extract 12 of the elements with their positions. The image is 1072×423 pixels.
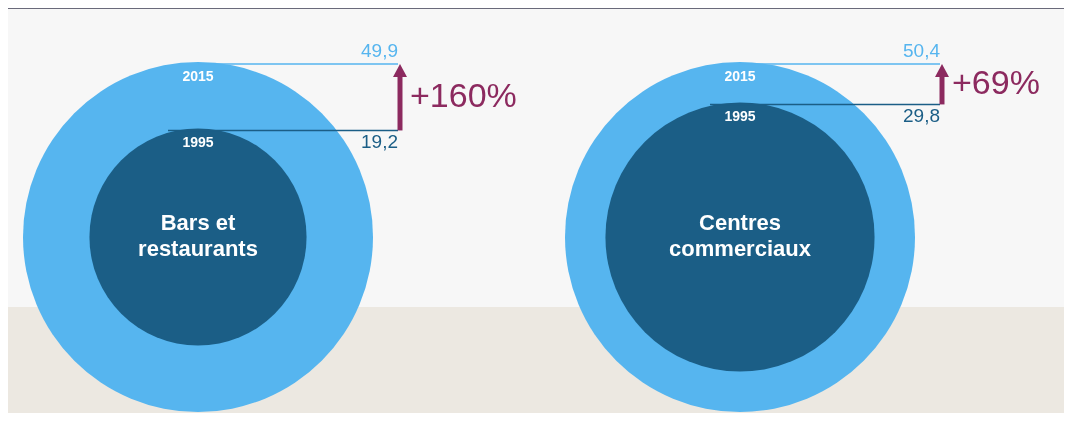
text: Bars et restaurants bbox=[138, 210, 258, 262]
text: +69% bbox=[952, 62, 1040, 101]
data-label: 29,8 bbox=[903, 105, 940, 127]
data-label: 49,9 bbox=[361, 39, 398, 61]
category-label: 1995 bbox=[182, 134, 214, 151]
category-label: 2015 bbox=[182, 67, 214, 84]
category-label: 2015 bbox=[724, 67, 756, 84]
data-label: 50,4 bbox=[903, 39, 941, 61]
text: Centres commerciaux bbox=[669, 210, 812, 262]
data-label: 19,2 bbox=[361, 131, 398, 153]
category-label: 1995 bbox=[724, 108, 756, 125]
text: +160% bbox=[410, 75, 517, 114]
